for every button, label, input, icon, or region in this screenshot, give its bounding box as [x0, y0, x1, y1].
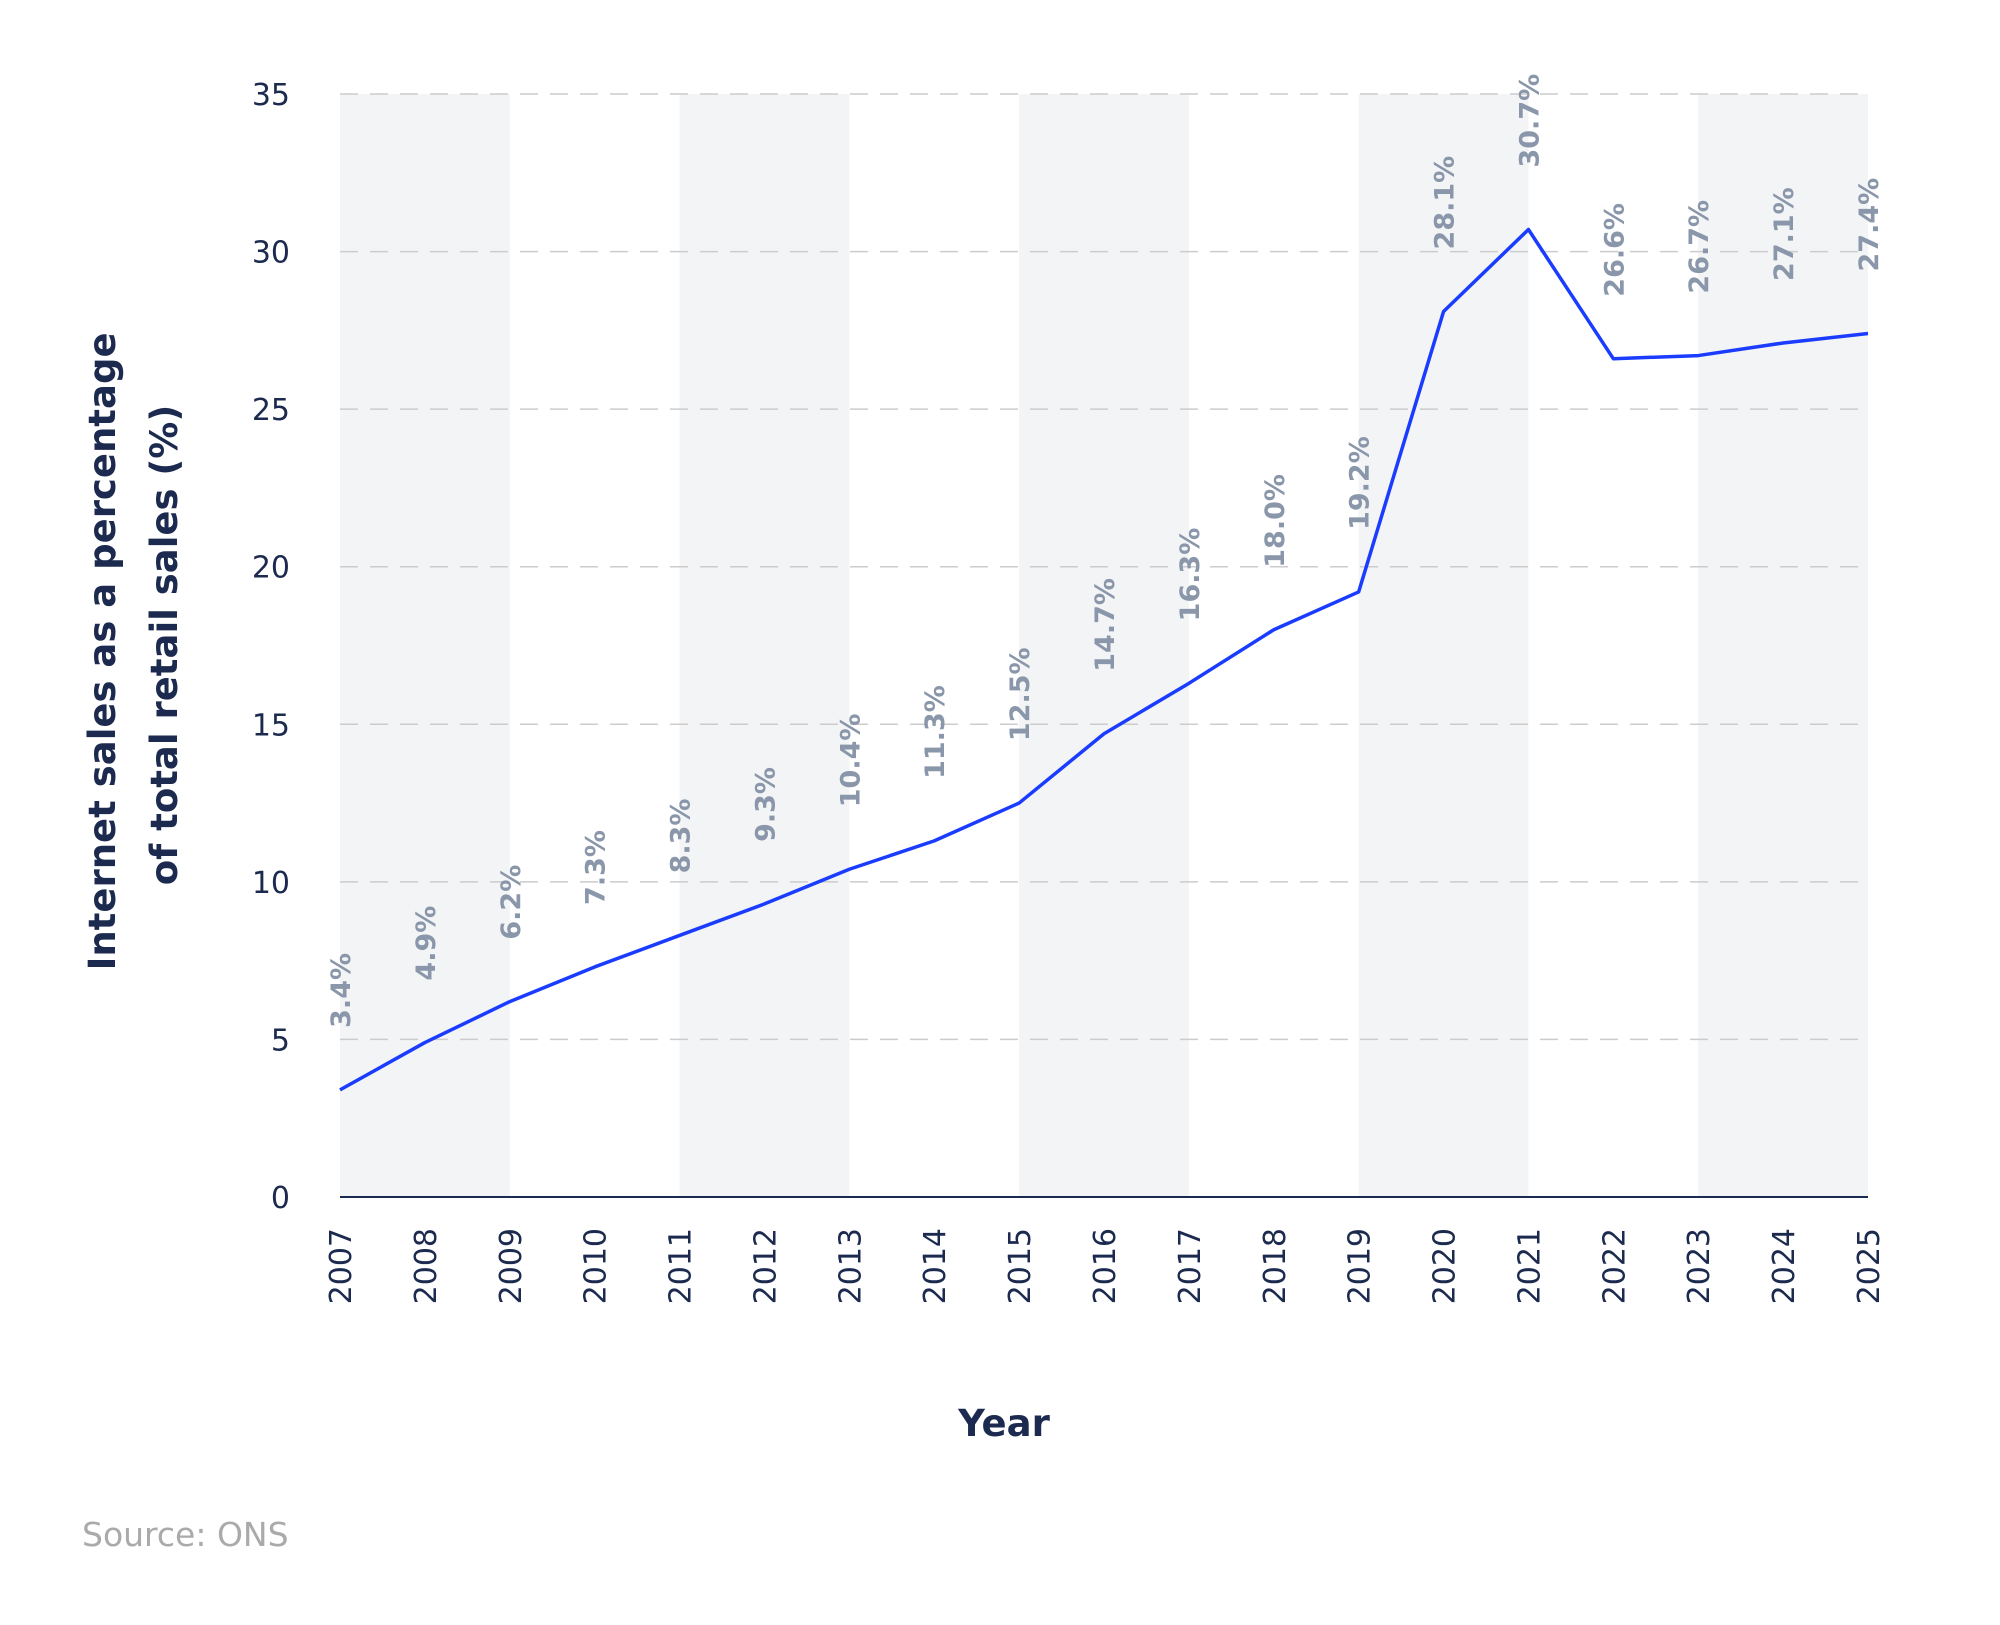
data-label: 12.5% — [1005, 647, 1036, 741]
y-tick-label: 0 — [271, 1181, 290, 1216]
x-tick-label: 2017 — [1173, 1228, 1208, 1304]
x-tick-label: 2008 — [409, 1228, 444, 1304]
shaded-band — [340, 94, 510, 1197]
x-tick-label: 2013 — [833, 1228, 868, 1304]
y-tick-label: 10 — [252, 866, 290, 901]
shaded-band — [1019, 94, 1189, 1197]
y-axis-title: Internet sales as a percentage of total … — [81, 320, 186, 971]
data-label: 8.3% — [666, 799, 697, 874]
data-label: 11.3% — [920, 685, 951, 779]
y-tick-label: 20 — [252, 551, 290, 586]
data-label: 6.2% — [496, 865, 527, 940]
data-label: 9.3% — [750, 767, 781, 842]
data-label: 7.3% — [581, 830, 612, 905]
x-tick-label: 2021 — [1512, 1228, 1547, 1304]
x-tick-label: 2020 — [1428, 1228, 1463, 1304]
data-label: 30.7% — [1514, 74, 1545, 168]
x-tick-label: 2014 — [918, 1228, 953, 1304]
y-tick-label: 35 — [252, 78, 290, 113]
data-label: 16.3% — [1175, 528, 1206, 622]
x-axis-title: Year — [957, 1402, 1050, 1445]
x-tick-label: 2012 — [748, 1228, 783, 1304]
data-label: 18.0% — [1260, 474, 1291, 568]
shaded-band — [679, 94, 850, 1197]
x-tick-label: 2019 — [1343, 1228, 1378, 1304]
x-tick-label: 2022 — [1597, 1228, 1632, 1304]
data-label: 27.4% — [1854, 178, 1885, 272]
x-tick-label: 2010 — [579, 1228, 614, 1304]
data-label: 4.9% — [411, 906, 442, 981]
x-tick-label: 2009 — [494, 1228, 529, 1304]
x-tick-label: 2018 — [1258, 1228, 1293, 1304]
y-tick-label: 25 — [252, 393, 290, 428]
y-axis-title-line-2: of total retail sales (%) — [143, 405, 186, 886]
data-label: 26.7% — [1684, 200, 1715, 294]
shaded-band — [1358, 94, 1529, 1197]
y-tick-label: 30 — [252, 236, 290, 271]
x-tick-label: 2023 — [1682, 1228, 1717, 1304]
x-tick-label: 2025 — [1852, 1228, 1887, 1304]
series-line — [339, 227, 1869, 1092]
x-tick-label: 2016 — [1088, 1228, 1123, 1304]
data-label: 28.1% — [1430, 156, 1461, 250]
shaded-band — [1698, 94, 1868, 1197]
source-note: Source: ONS — [82, 1515, 289, 1554]
data-label: 14.7% — [1090, 578, 1121, 672]
data-label: 10.4% — [835, 714, 866, 808]
x-tick-label: 2007 — [324, 1228, 359, 1304]
data-label: 26.6% — [1599, 203, 1630, 297]
y-tick-label: 15 — [252, 708, 290, 743]
data-label: 27.1% — [1769, 187, 1800, 281]
data-label: 19.2% — [1345, 436, 1376, 530]
y-axis-title-line-1: Internet sales as a percentage — [81, 332, 124, 970]
data-label: 3.4% — [326, 953, 357, 1028]
x-tick-label: 2024 — [1767, 1228, 1802, 1304]
x-tick-label: 2011 — [664, 1228, 699, 1304]
x-tick-label: 2015 — [1003, 1228, 1038, 1304]
y-tick-label: 5 — [271, 1023, 290, 1058]
